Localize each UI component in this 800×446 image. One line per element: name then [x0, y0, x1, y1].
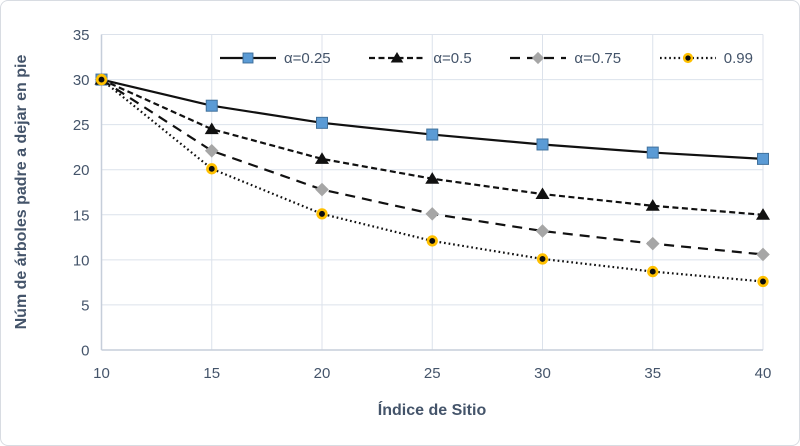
y-tick-label: 20: [73, 162, 90, 179]
square-marker-icon[interactable]: [242, 52, 254, 64]
y-tick-label: 10: [73, 252, 90, 269]
circle-ring-marker-icon[interactable]: [536, 253, 549, 265]
circle-ring-marker-icon[interactable]: [426, 235, 438, 247]
legend-label: 0.99: [723, 49, 753, 67]
square-marker-icon[interactable]: [426, 128, 439, 141]
plot-area: 0 5 10 15 20 25 30 35 10 15 20 25 30 35 40: [73, 27, 772, 382]
circle-ring-marker-icon[interactable]: [682, 52, 693, 64]
y-tick-label: 30: [73, 72, 90, 89]
square-marker-icon[interactable]: [646, 146, 659, 159]
legend-item-3[interactable]: 0.99: [659, 49, 753, 67]
circle-ring-marker-icon[interactable]: [206, 163, 218, 175]
square-marker-icon[interactable]: [205, 99, 218, 112]
diamond-marker-icon[interactable]: [535, 224, 550, 238]
diamond-marker-icon[interactable]: [425, 207, 440, 221]
triangle-marker-icon[interactable]: [204, 122, 219, 135]
y-tick-label: 5: [81, 297, 89, 314]
triangle-marker-icon[interactable]: [535, 187, 550, 200]
x-tick-label: 25: [424, 365, 441, 382]
circle-ring-marker-icon[interactable]: [647, 265, 659, 278]
x-axis-title: Índice de Sitio: [378, 400, 487, 419]
y-axis-title: Núm de árboles padre a dejar en pie: [13, 55, 30, 330]
triangle-marker-icon[interactable]: [391, 52, 404, 63]
square-marker-icon[interactable]: [757, 152, 769, 165]
legend-sample-2: [510, 51, 567, 65]
x-tick-label: 10: [93, 365, 110, 382]
legend-label: α=0.25: [284, 49, 331, 67]
y-tick-label: 15: [73, 207, 90, 224]
diamond-marker-icon[interactable]: [315, 182, 329, 197]
y-tick-label: 35: [73, 27, 90, 44]
x-tick-label: 40: [755, 365, 772, 382]
square-marker-icon[interactable]: [536, 138, 549, 151]
x-tick-label: 35: [644, 365, 661, 382]
circle-ring-marker-icon[interactable]: [316, 208, 328, 220]
x-tick-label: 20: [314, 365, 331, 382]
triangle-marker-icon[interactable]: [645, 199, 660, 211]
triangle-marker-icon[interactable]: [425, 172, 440, 184]
diamond-marker-icon[interactable]: [204, 143, 219, 158]
square-marker-icon[interactable]: [316, 116, 328, 129]
legend-sample-0: [220, 52, 276, 64]
diamond-marker-icon[interactable]: [756, 247, 770, 262]
legend-label: α=0.5: [433, 49, 472, 67]
x-tick-label: 15: [203, 365, 220, 382]
diamond-marker-icon[interactable]: [532, 51, 545, 65]
circle-ring-marker-icon[interactable]: [757, 275, 769, 288]
chart-legend: α=0.25 α=0.5 α=0.75 0.99: [219, 43, 753, 73]
triangle-marker-icon[interactable]: [756, 208, 770, 220]
x-tick-label: 30: [534, 365, 551, 382]
legend-item-2[interactable]: α=0.75: [509, 49, 621, 67]
y-tick-label: 0: [81, 343, 89, 360]
legend-item-0[interactable]: α=0.25: [219, 49, 331, 67]
legend-sample-1: [369, 52, 426, 63]
y-tick-label: 25: [73, 117, 90, 134]
diamond-marker-icon[interactable]: [645, 236, 660, 251]
legend-sample-3: [659, 52, 716, 64]
legend-item-1[interactable]: α=0.5: [368, 49, 472, 67]
legend-label: α=0.75: [574, 49, 622, 67]
circle-ring-marker-icon[interactable]: [95, 73, 108, 86]
triangle-marker-icon[interactable]: [315, 152, 329, 164]
